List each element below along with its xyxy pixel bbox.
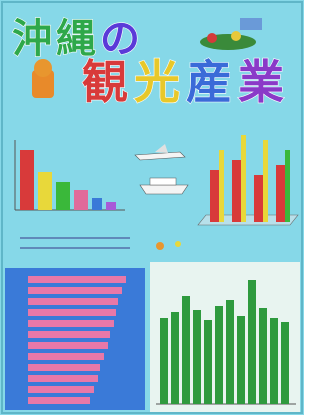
title-glyph: 観 (82, 55, 128, 109)
vertical-bar-panel (150, 262, 300, 412)
page: 沖縄の 観光産業 (0, 0, 304, 415)
title-glyph: 光 (134, 55, 180, 109)
title-glyph: 産 (186, 55, 232, 109)
title-glyph: 業 (238, 55, 284, 109)
title-glyph: 沖 (12, 16, 52, 62)
horizontal-bar-panel (5, 268, 145, 410)
shisa-illustration (32, 59, 54, 98)
poster: 沖縄の 観光産業 (0, 0, 304, 415)
